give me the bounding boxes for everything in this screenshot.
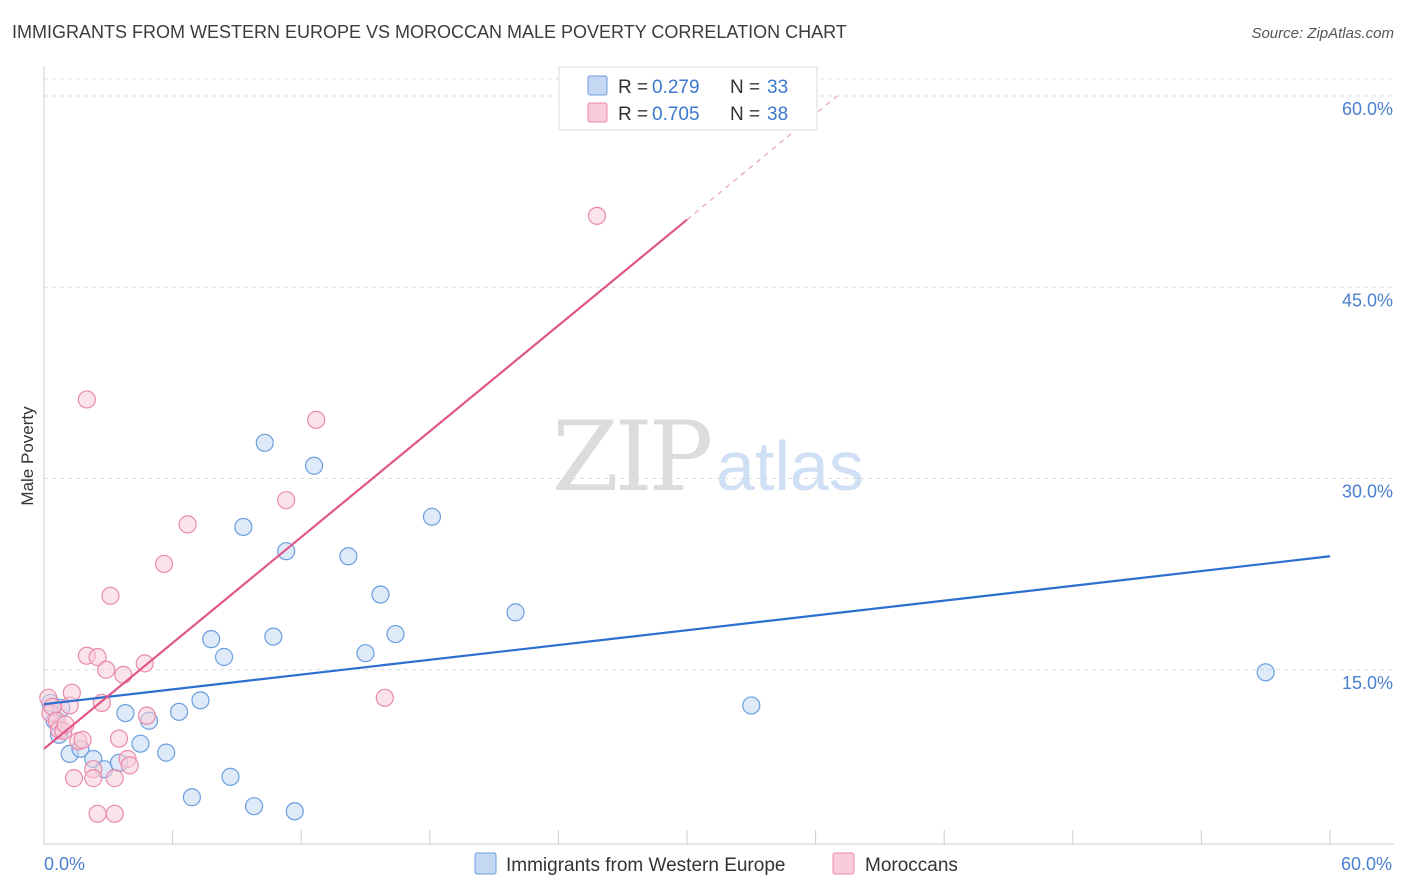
point-western-europe [244,797,264,816]
series-legend-swatch-moroccans [832,852,855,875]
x-tick-label-max: 60.0% [1341,854,1392,874]
watermark: ZIP atlas [552,401,864,513]
point-western-europe [234,517,253,537]
point-moroccans [137,706,156,725]
legend-r-value-2: 0.705 [652,104,700,125]
point-western-europe [506,603,525,622]
point-moroccans [105,804,124,823]
legend-n-label-2: N = [730,104,760,125]
point-western-europe [742,696,761,715]
y-tick-label: 45.0% [1342,290,1393,310]
legend-n-label-1: N = [730,77,760,98]
point-moroccans [105,769,124,788]
trend-line-moroccans [43,218,688,750]
point-moroccans [77,390,96,409]
point-western-europe [264,627,283,646]
point-western-europe [169,702,189,721]
point-moroccans [88,647,107,667]
chart-title: IMMIGRANTS FROM WESTERN EUROPE VS MOROCC… [12,22,847,42]
x-tick-label-min: 0.0% [44,854,85,874]
point-western-europe [202,630,221,649]
legend-swatch-blue [587,75,608,96]
series-legend-label-western-europe: Immigrants from Western Europe [506,855,785,876]
point-western-europe [221,767,240,786]
point-western-europe [157,743,176,762]
legend-r-label-1: R = [618,77,648,98]
y-tick-label: 60.0% [1342,99,1393,119]
point-moroccans [277,491,296,510]
y-tick-labels: 15.0% 30.0% 45.0% 60.0% [1342,99,1393,693]
point-moroccans [62,683,81,702]
correlation-legend: R = 0.279 N = 33 R = 0.705 N = 38 [558,66,818,131]
point-moroccans [154,554,174,574]
point-western-europe [386,624,405,644]
series-legend-label-moroccans: Moroccans [865,855,958,876]
point-western-europe [182,788,201,807]
point-moroccans [178,515,197,534]
point-western-europe [131,734,150,753]
trend-line-western-europe [43,555,1331,706]
legend-r-value-1: 0.279 [652,77,700,98]
series-legend: Immigrants from Western Europe Moroccans [474,852,958,876]
legend-n-value-2: 38 [767,104,788,125]
point-western-europe [255,433,274,452]
point-western-europe [339,547,358,566]
point-moroccans [307,410,326,429]
legend-swatch-pink [587,102,608,123]
point-western-europe [371,585,390,604]
point-moroccans [84,769,103,788]
point-moroccans [120,756,139,775]
point-moroccans [73,730,92,749]
legend-r-label-2: R = [618,104,648,125]
watermark-atlas: atlas [716,427,864,505]
point-western-europe [356,644,375,663]
point-western-europe [116,703,135,723]
legend-n-value-1: 33 [767,77,788,98]
point-western-europe [285,802,304,821]
point-moroccans [64,769,84,788]
y-tick-label: 30.0% [1342,482,1393,502]
point-western-europe [191,691,210,710]
y-axis-label: Male Poverty [18,406,37,506]
y-tick-label: 15.0% [1342,673,1393,693]
point-moroccans [88,804,107,823]
chart-source: Source: ZipAtlas.com [1251,25,1394,42]
point-moroccans [114,665,133,684]
watermark-zip: ZIP [552,401,711,513]
point-moroccans [375,688,394,707]
point-western-europe [304,456,324,475]
point-moroccans [97,660,116,679]
scatter-points [39,206,1275,823]
series-legend-swatch-western-europe [474,852,497,875]
point-western-europe [422,507,442,526]
point-western-europe [1256,663,1275,682]
point-moroccans [135,654,154,673]
point-moroccans [109,729,129,748]
point-moroccans [587,206,607,225]
point-western-europe [214,647,234,667]
point-moroccans [101,586,120,605]
